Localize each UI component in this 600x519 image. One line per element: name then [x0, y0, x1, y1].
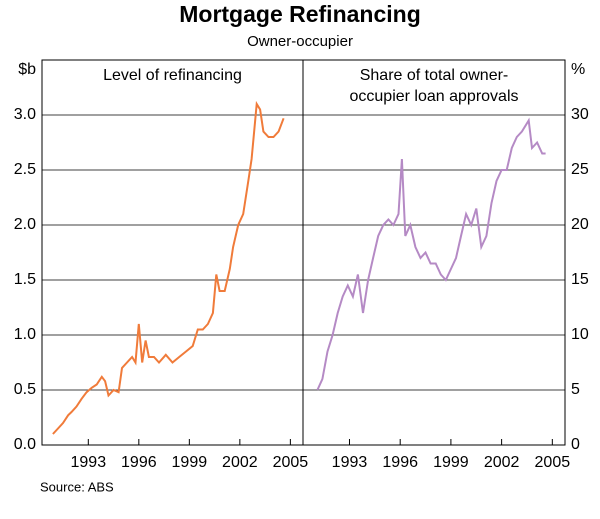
panel-title: Share of total owner- [360, 67, 509, 84]
y-tick-label: 0.0 [14, 436, 36, 453]
y-tick-label: 30 [571, 106, 589, 123]
x-tick-label: 2005 [535, 454, 571, 471]
x-tick-label: 1999 [433, 454, 469, 471]
x-tick-label: 1996 [382, 454, 418, 471]
y-tick-label: 1.5 [14, 271, 36, 288]
x-tick-label: 1996 [121, 454, 157, 471]
y-tick-label: 3.0 [14, 106, 36, 123]
x-tick-label: 1999 [172, 454, 208, 471]
y-axis-unit: $b [18, 61, 36, 78]
panel-title: occupier loan approvals [350, 88, 519, 105]
source-note: Source: ABS [40, 479, 114, 494]
data-line [52, 100, 285, 435]
chart-subtitle: Owner-occupier [247, 33, 353, 50]
x-tick-label: 1993 [332, 454, 368, 471]
y-axis-unit: % [571, 61, 585, 78]
y-tick-label: 0.5 [14, 381, 36, 398]
chart-title: Mortgage Refinancing [179, 1, 421, 27]
x-tick-label: 1993 [71, 454, 107, 471]
data-line [316, 117, 546, 391]
y-tick-label: 2.0 [14, 216, 36, 233]
x-tick-label: 2005 [273, 454, 309, 471]
y-tick-label: 2.5 [14, 161, 36, 178]
x-tick-label: 2002 [222, 454, 258, 471]
y-tick-label: 15 [571, 271, 589, 288]
y-tick-label: 5 [571, 381, 580, 398]
y-tick-label: 10 [571, 326, 589, 343]
y-tick-label: 1.0 [14, 326, 36, 343]
panel-title: Level of refinancing [103, 67, 242, 84]
y-tick-label: 20 [571, 216, 589, 233]
x-tick-label: 2002 [484, 454, 520, 471]
y-tick-label: 0 [571, 436, 580, 453]
y-tick-label: 25 [571, 161, 589, 178]
